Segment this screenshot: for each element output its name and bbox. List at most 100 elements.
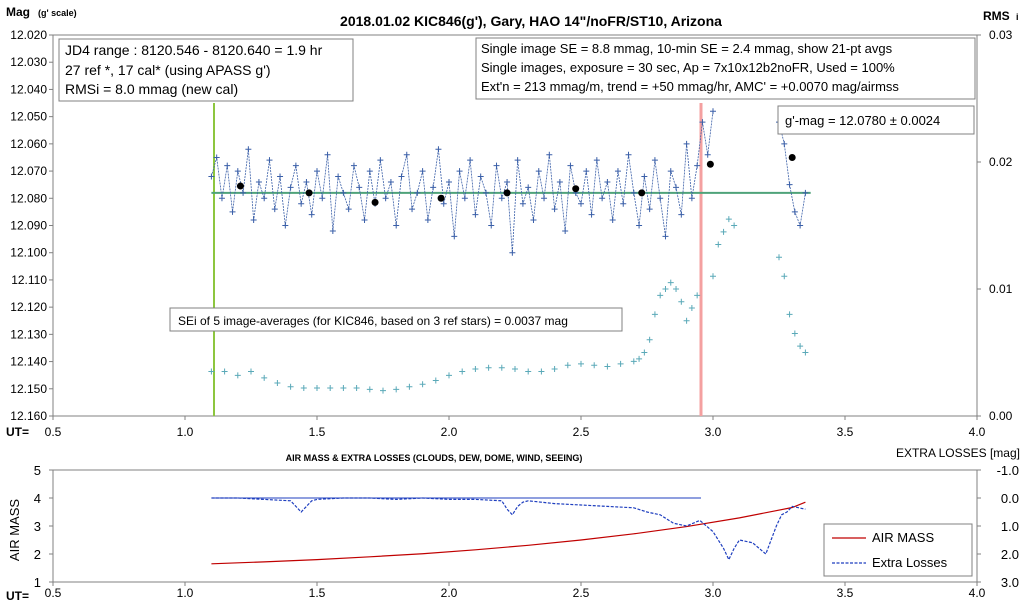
single-image-point [234,168,241,175]
info-box-range-line-3: RMSi = 8.0 mmag (new cal) [65,81,238,97]
single-image-line [778,121,806,228]
main-y2-tick-label: 0.02 [989,155,1013,169]
rms-point [791,330,798,337]
lower-x-tick-label: 2.0 [441,586,458,600]
rms-point [630,358,637,365]
single-image-point [298,200,305,207]
main-y-tick-label: 12.150 [10,382,47,396]
single-image-point [525,184,532,191]
sei-text: SEi of 5 image-averages (for KIC846, bas… [178,314,568,328]
single-image-point [551,206,558,213]
single-image-point [488,222,495,229]
single-image-point [530,217,537,224]
info-box-range: JD4 range : 8120.546 - 8120.640 = 1.9 hr… [58,38,354,102]
rms-point [678,298,685,305]
main-y-tick-label: 12.020 [10,28,47,42]
rms-point [472,366,479,373]
single-image-point [440,200,447,207]
lower-y-tick-label: 5 [34,463,41,478]
y2-axis-sublabel: i [1016,12,1019,22]
rms-point [646,336,653,343]
main-x-tick-label: 4.0 [969,425,986,439]
single-image-point [319,195,326,202]
single-image-point [361,217,368,224]
single-image-point [271,206,278,213]
single-image-point [802,189,809,196]
rms-point [591,362,598,369]
rms-point [393,386,400,393]
single-image-series [208,108,809,256]
single-image-point [482,189,489,196]
rms-point [419,381,426,388]
rms-series [208,216,809,394]
main-x-tick-label: 0.5 [45,425,62,439]
average-point [572,185,580,193]
rms-point [406,383,413,390]
single-image-point [451,233,458,240]
main-y2-tick-label: 0.03 [989,28,1013,42]
rms-point [683,317,690,324]
rms-point [432,377,439,384]
rms-point [446,372,452,379]
single-image-point [614,168,621,175]
single-image-point [329,227,336,234]
main-y-tick-label: 12.080 [10,191,47,205]
single-image-point [430,184,437,191]
info-box-stats: Single image SE = 8.8 mmag, 10-min SE = … [475,37,976,100]
rms-point [776,254,782,261]
rms-point [314,385,320,392]
single-image-point [583,168,590,175]
average-point [638,189,646,197]
rms-point [274,379,281,386]
single-image-point [303,178,310,185]
lower-x-axis: 0.5 1.0 1.5 2.0 2.5 3.0 3.5 4.0 [45,582,986,600]
sei-box: SEi of 5 image-averages (for KIC846, bas… [169,307,623,332]
single-image-point [308,211,315,218]
average-point [236,182,244,190]
average-point [305,189,313,197]
single-image-point [673,184,680,191]
lower-y-axis: 5 4 3 2 1 [34,463,53,590]
main-y-tick-label: 12.100 [10,246,47,260]
info-box-range-line-1: JD4 range : 8120.546 - 8120.640 = 1.9 hr [65,42,323,58]
chart-title: 2018.01.02 KIC846(g'), Gary, HAO 14"/noF… [340,13,722,29]
gmag-text: g'-mag = 12.0780 ± 0.0024 [785,113,940,128]
single-image-point [636,222,643,229]
lower-y2-tick-label: 0.0 [1001,491,1019,506]
single-image-point [240,189,247,196]
air-mass-line [211,501,806,565]
main-y-tick-label: 12.040 [10,82,47,96]
single-image-point [630,189,637,196]
single-image-point [446,178,452,185]
single-image-point [514,157,521,164]
single-image-point [340,189,347,196]
air-mass-axis-label: AIR MASS [7,499,22,561]
lower-y2-tick-label: 1.0 [1001,519,1019,534]
main-y-tick-label: 12.090 [10,219,47,233]
single-image-point [797,222,804,229]
y-axis-sublabel: (g' scale) [38,8,77,18]
rms-point [380,387,386,394]
main-x-tick-label: 1.0 [177,425,194,439]
rms-point [651,311,658,318]
rms-point [459,368,466,375]
single-image-point [567,162,574,169]
rms-point [287,383,294,390]
average-series [236,153,796,206]
average-point [788,153,796,161]
single-image-point [366,168,373,175]
single-image-point [667,168,674,175]
single-image-point [314,168,320,175]
y-axis-label: Mag [6,5,30,19]
rms-point [725,216,732,223]
main-y2-tick-label: 0.01 [989,282,1013,296]
single-image-point [398,173,405,180]
average-point [437,194,445,202]
rms-point [261,374,268,381]
main-y-tick-label: 12.130 [10,327,47,341]
main-x-tick-label: 2.5 [573,425,590,439]
lower-x-axis-label: UT= [6,589,29,603]
single-image-point [694,162,701,169]
single-image-point [345,206,352,213]
